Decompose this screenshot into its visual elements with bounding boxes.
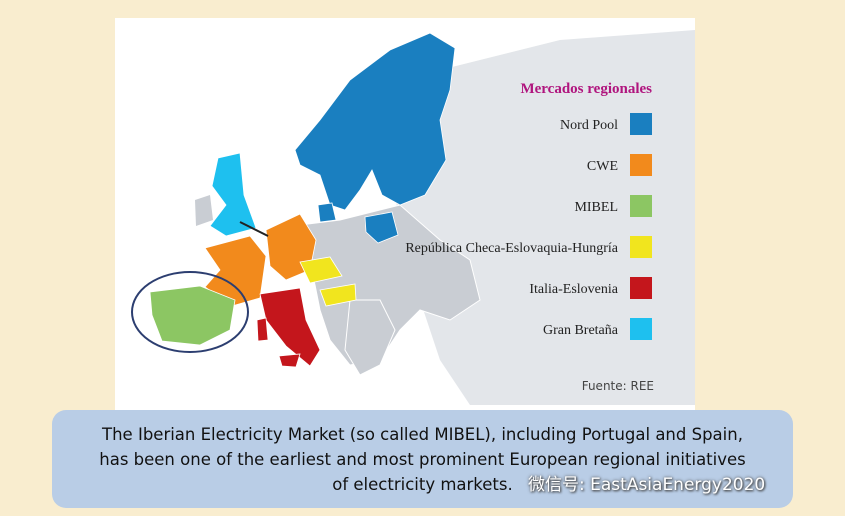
region-nord-pool — [364, 211, 399, 244]
source: Fuente: REE — [582, 379, 654, 393]
region-gran-bretana — [209, 152, 257, 237]
legend-swatch — [630, 195, 652, 217]
region-italia-eslovenia — [256, 317, 269, 342]
watermark: 微信号: EastAsiaEnergy2020 — [528, 475, 766, 495]
legend-label: CWE — [587, 159, 618, 174]
legend-swatch — [630, 318, 652, 340]
legend-swatch — [630, 277, 652, 299]
land — [195, 195, 213, 226]
region-nord-pool — [294, 32, 456, 211]
caption-line: The Iberian Electricity Market (so calle… — [102, 424, 743, 444]
region-nord-pool — [317, 202, 337, 223]
legend-label: MIBEL — [574, 200, 618, 215]
legend-title: Mercados regionales — [520, 81, 652, 97]
legend-label: República Checa-Eslovaquia-Hungría — [405, 241, 618, 256]
legend: Nord Pool CWE MIBEL República Checa-Eslovaq… — [405, 113, 652, 340]
region-italia-eslovenia — [259, 287, 321, 367]
region-mibel — [149, 285, 236, 346]
legend-label: Nord Pool — [560, 118, 618, 133]
highlight-circle — [131, 271, 249, 353]
legend-swatch — [630, 154, 652, 176]
land — [395, 30, 695, 405]
legend-label: Gran Bretaña — [543, 323, 619, 338]
legend-swatch — [630, 113, 652, 135]
land — [299, 204, 481, 366]
caption-line: has been one of the earliest and most pr… — [99, 449, 746, 469]
region-cz-sk-hu — [319, 283, 357, 307]
legend-label: Italia-Eslovenia — [529, 282, 618, 297]
region-italia-eslovenia — [278, 353, 301, 368]
region-cz-sk-hu — [299, 256, 343, 284]
caption-box: The Iberian Electricity Market (so calle… — [52, 410, 793, 508]
caption-line: of electricity markets. — [332, 474, 513, 494]
land — [344, 299, 396, 376]
pointer-line — [239, 221, 269, 237]
legend-swatch — [630, 236, 652, 258]
